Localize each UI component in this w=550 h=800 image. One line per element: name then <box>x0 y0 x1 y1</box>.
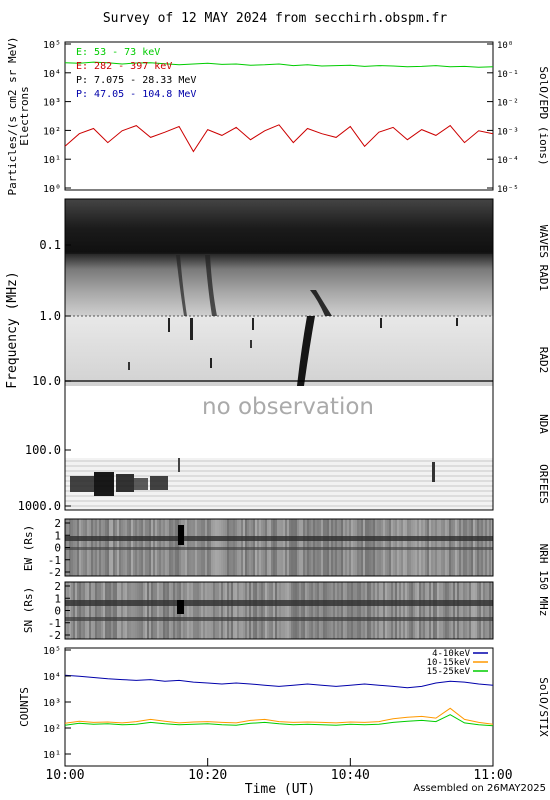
tick-label: 10¹ <box>43 750 61 761</box>
figure-title: Survey of 12 MAY 2024 from secchirh.obsp… <box>103 11 448 26</box>
stix-right-label: SolO/STIX <box>537 677 550 737</box>
epd-right-label: SolO/EPD (ions) <box>537 66 550 165</box>
stix-ylabel: COUNTS <box>18 687 31 727</box>
nrh-tick-label: 2 <box>54 517 61 530</box>
x-axis: 10:00 10:20 10:40 11:00 <box>45 758 513 783</box>
nrh-tick-label: -2 <box>48 566 61 579</box>
nrh-right-label: NRH 150 MHz <box>537 544 550 617</box>
stix-legend-high: 15-25keV <box>427 667 471 677</box>
x-tick-label: 10:20 <box>188 768 227 783</box>
tick-label: 10⁰ <box>43 184 61 195</box>
series-line-0 <box>64 61 494 68</box>
tick-label: 10⁴ <box>43 672 61 683</box>
nrh-tick-label: -2 <box>48 629 61 642</box>
epd-ylabel-electrons: Electrons <box>18 86 31 146</box>
rad1-spectrogram <box>65 199 493 316</box>
series-line-1 <box>64 124 494 153</box>
epd-legend-e-high: E: 282 - 397 keV <box>76 61 172 72</box>
nrh-tick-label: -1 <box>48 617 61 630</box>
nrh-tick-label: 2 <box>54 580 61 593</box>
nrh-tick-label: 1 <box>54 592 61 605</box>
stix-legend: 4-10keV 10-15keV 15-25keV <box>427 649 488 677</box>
freq-tick-label: 100.0 <box>25 443 61 457</box>
x-tick-label: 10:00 <box>45 768 84 783</box>
epd-legend-p-high: P: 47.05 - 104.8 MeV <box>76 89 196 100</box>
type-iii-burst <box>297 316 315 386</box>
tick-label: 10⁻⁵ <box>497 185 519 195</box>
x-tick-label: 11:00 <box>473 768 512 783</box>
x-axis-label: Time (UT) <box>245 782 315 797</box>
series-line-0 <box>64 674 494 689</box>
sn-burst <box>177 600 184 614</box>
assembled-note: Assembled on 26MAY2025 <box>413 783 546 794</box>
nrh-sn-panel: 210-1-2 SN (Rs) NRH 150 MHz <box>22 544 550 642</box>
epd-lines <box>64 61 494 153</box>
tick-label: 10⁵ <box>43 646 61 657</box>
epd-left-ticks: 10⁰ 10¹ 10² 10³ 10⁴ 10⁵ <box>43 40 71 195</box>
nrh-tick-label: 0 <box>54 542 61 555</box>
spectrogram-panel: no observation 0.1 1.0 10.0 100.0 1000.0 Fre… <box>5 198 550 513</box>
stix-panel: 10¹ 10² 10³ 10⁴ 10⁵ 4-10keV 10-15keV 15-25ke… <box>18 646 550 767</box>
series-line-2 <box>64 714 494 727</box>
label-rad2: RAD2 <box>537 347 550 374</box>
label-nda: NDA <box>537 414 550 434</box>
series-line-1 <box>64 707 494 725</box>
nrh-tick-label: 0 <box>54 605 61 618</box>
tick-label: 10⁵ <box>43 40 61 51</box>
epd-legend-p-low: P: 7.075 - 28.33 MeV <box>76 75 196 86</box>
tick-label: 10⁻³ <box>497 127 519 137</box>
tick-label: 10⁻⁴ <box>497 156 519 166</box>
rad2-spectrogram <box>65 316 493 386</box>
tick-label: 10³ <box>43 98 61 109</box>
tick-label: 10¹ <box>43 155 61 166</box>
epd-legend-e-low: E: 53 - 73 keV <box>76 47 160 58</box>
nda-area <box>65 386 493 458</box>
ew-label: EW (Rs) <box>22 525 35 571</box>
tick-label: 10² <box>43 126 61 137</box>
freq-tick-label: 10.0 <box>32 374 61 388</box>
nrh-tick-label: 1 <box>54 529 61 542</box>
freq-tick-label: 1000.0 <box>18 499 61 513</box>
tick-label: 10⁰ <box>497 41 513 51</box>
tick-label: 10⁴ <box>43 69 61 80</box>
tick-label: 10⁻¹ <box>497 70 519 80</box>
ew-burst <box>178 525 184 545</box>
epd-right-ticks: 10⁻⁵ 10⁻⁴ 10⁻³ 10⁻² 10⁻¹ 10⁰ <box>487 41 519 195</box>
no-observation-text: no observation <box>202 394 374 420</box>
stix-legend-mid: 10-15keV <box>427 658 471 668</box>
nrh-ew-panel: 210-1-2 EW (Rs) <box>22 517 494 579</box>
spectrogram-ylabel: Frequency (MHz) <box>5 271 20 388</box>
tick-label: 10² <box>43 724 61 735</box>
spectrogram-ticks: 0.1 1.0 10.0 100.0 1000.0 <box>18 238 71 513</box>
freq-tick-label: 0.1 <box>39 238 61 252</box>
label-orfees: ORFEES <box>537 464 550 504</box>
label-waves-rad1: WAVES RAD1 <box>537 225 550 291</box>
x-tick-label: 10:40 <box>331 768 370 783</box>
nrh-tick-label: -1 <box>48 554 61 567</box>
sn-label: SN (Rs) <box>22 587 35 633</box>
stix-legend-low: 4-10keV <box>432 649 471 659</box>
freq-tick-label: 1.0 <box>39 309 61 323</box>
tick-label: 10⁻² <box>497 99 519 109</box>
tick-label: 10³ <box>43 698 61 709</box>
epd-ylabel: Particles/(s cm2 sr MeV) <box>6 37 19 196</box>
